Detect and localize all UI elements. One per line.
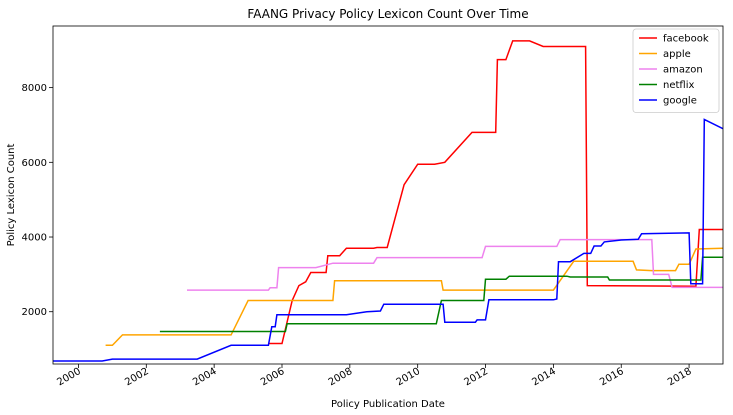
legend-label-amazon: amazon bbox=[663, 65, 703, 76]
plot-area bbox=[52, 25, 724, 365]
x-tick-label: 2006 bbox=[259, 366, 287, 388]
legend-label-apple: apple bbox=[663, 49, 691, 60]
legend-label-google: google bbox=[663, 96, 697, 107]
x-tick-label: 2000 bbox=[55, 366, 83, 388]
series-line-google bbox=[53, 118, 723, 362]
y-axis: 2000 4000 6000 8000 bbox=[22, 83, 53, 318]
series-line-netflix bbox=[159, 256, 723, 333]
x-axis-label: Policy Publication Date bbox=[331, 399, 445, 410]
y-tick-label: 2000 bbox=[22, 307, 47, 318]
chart-title: FAANG Privacy Policy Lexicon Count Over … bbox=[247, 7, 528, 21]
x-tick-label: 2010 bbox=[395, 366, 423, 388]
y-axis-label: Policy Lexicon Count bbox=[6, 144, 17, 247]
x-tick-label: 2018 bbox=[666, 366, 694, 388]
legend-box bbox=[632, 28, 720, 113]
series-line-facebook bbox=[268, 40, 723, 345]
legend: facebook apple amazon netflix google bbox=[632, 28, 720, 113]
legend-label-netflix: netflix bbox=[663, 80, 694, 91]
series-line-amazon bbox=[187, 238, 723, 291]
x-tick-label: 2016 bbox=[598, 366, 626, 388]
x-tick-label: 2012 bbox=[462, 366, 490, 388]
x-tick-label: 2002 bbox=[123, 366, 151, 388]
y-tick-label: 6000 bbox=[22, 158, 47, 169]
legend-label-facebook: facebook bbox=[663, 34, 709, 45]
plot-frame bbox=[52, 25, 724, 365]
x-tick-label: 2014 bbox=[530, 366, 558, 388]
x-tick-label: 2008 bbox=[327, 366, 355, 388]
series-line-apple bbox=[105, 247, 723, 347]
x-tick-label: 2004 bbox=[191, 366, 219, 388]
y-tick-label: 4000 bbox=[22, 233, 47, 244]
x-axis: 2000 2002 2004 2006 2008 2010 2012 2014 2016 2018 bbox=[55, 364, 694, 388]
y-tick-label: 8000 bbox=[22, 83, 47, 94]
